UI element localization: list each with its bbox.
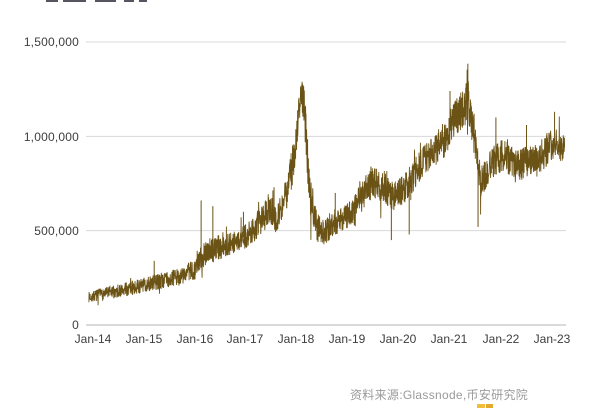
y-tick-label: 1,500,000 bbox=[23, 35, 79, 49]
x-tick-label: Jan-21 bbox=[430, 332, 468, 346]
x-tick-label: Jan-16 bbox=[176, 332, 214, 346]
y-tick-label: 0 bbox=[72, 318, 79, 332]
x-tick-label: Jan-19 bbox=[328, 332, 366, 346]
x-tick-label: Jan-20 bbox=[379, 332, 417, 346]
x-tick-label: Jan-17 bbox=[226, 332, 264, 346]
x-tick-label: Jan-23 bbox=[533, 332, 571, 346]
clipped-title-fragment bbox=[95, 0, 116, 2]
clipped-title-fragment bbox=[124, 0, 134, 2]
data-series-line bbox=[88, 69, 566, 306]
clipped-title-fragment bbox=[46, 0, 58, 2]
y-tick-label: 1,000,000 bbox=[23, 130, 79, 144]
clipped-title-fragment bbox=[139, 0, 147, 2]
clipped-bottom-glyph bbox=[477, 404, 485, 408]
y-tick-label: 500,000 bbox=[34, 224, 79, 238]
clipped-title-fragment bbox=[63, 0, 86, 2]
clipped-bottom-glyph bbox=[486, 404, 493, 408]
x-tick-label: Jan-18 bbox=[277, 332, 315, 346]
x-tick-label: Jan-15 bbox=[125, 332, 163, 346]
source-credit: 资料来源:Glassnode,币安研究院 bbox=[350, 388, 529, 402]
x-tick-label: Jan-14 bbox=[74, 332, 112, 346]
x-tick-label: Jan-22 bbox=[482, 332, 520, 346]
